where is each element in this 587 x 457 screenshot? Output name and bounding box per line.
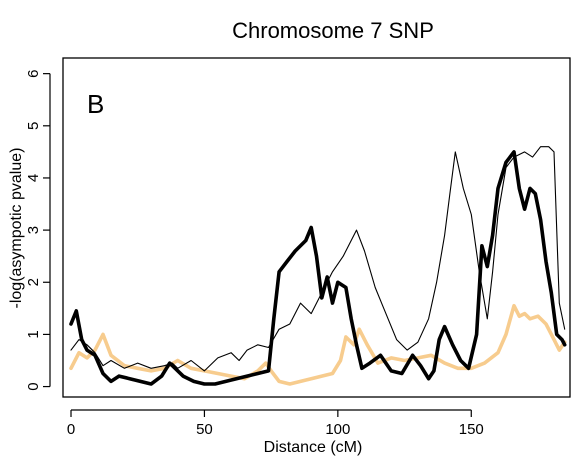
y-axis-title: -log(asympotic pvalue) — [8, 148, 25, 309]
y-tick-label: 2 — [25, 278, 42, 286]
y-tick-label: 3 — [25, 226, 42, 234]
y-tick-label: 1 — [25, 330, 42, 338]
y-tick-label: 5 — [25, 122, 42, 130]
y-axis: 0 1 2 3 4 5 6 — [25, 69, 51, 391]
x-axis-title: Distance (cM) — [264, 439, 363, 456]
series-layer — [69, 146, 567, 386]
panel-label: B — [87, 89, 104, 119]
x-tick-label: 50 — [196, 421, 213, 438]
series-line-3 — [69, 303, 567, 386]
chart-title: Chromosome 7 SNP — [232, 18, 434, 43]
series-line-1 — [70, 146, 566, 372]
x-tick-label: 100 — [325, 421, 350, 438]
series-line-2 — [69, 150, 567, 386]
x-axis: 0 50 100 150 — [67, 409, 484, 438]
x-tick-label: 150 — [459, 421, 484, 438]
plot-frame — [62, 57, 571, 398]
y-tick-label: 6 — [25, 69, 42, 77]
y-tick-label: 4 — [25, 174, 42, 182]
x-tick-label: 0 — [67, 421, 75, 438]
y-tick-label: 0 — [25, 382, 42, 390]
